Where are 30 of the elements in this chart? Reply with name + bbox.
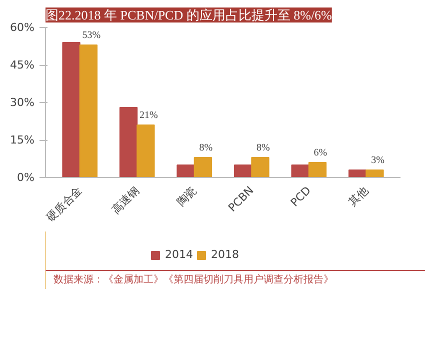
y-tick-label: 15%: [10, 134, 35, 146]
data-label: 8%: [256, 142, 270, 154]
y-tick-label: 45%: [10, 58, 35, 72]
data-label: 6%: [314, 148, 328, 158]
y-tick-label: 60%: [10, 21, 35, 34]
x-tick-label: 硬质合金: [44, 184, 84, 224]
bar: [62, 42, 80, 178]
bar: [194, 157, 212, 178]
source-note: 数据来源：《金属加工》《第四届切削刀具用户调查分析报告》: [54, 274, 334, 286]
data-label: 53%: [82, 30, 101, 41]
bar: [251, 157, 270, 178]
legend-label: 2014: [165, 248, 193, 261]
bar: [119, 107, 138, 178]
bar: [366, 170, 384, 178]
bar: [308, 162, 327, 178]
x-tick-label: 陶瓷: [174, 184, 199, 209]
bar: [176, 164, 195, 178]
bar: [136, 124, 155, 178]
x-tick-label: 高速钢: [109, 184, 142, 216]
y-tick-label: 30%: [10, 96, 35, 109]
x-tick-label: 其他: [346, 184, 371, 209]
data-label: 3%: [371, 155, 384, 166]
bar: [291, 164, 310, 178]
bar: [79, 44, 98, 178]
data-label: 21%: [140, 110, 158, 121]
bar: [234, 164, 252, 178]
legend-label: 2018: [211, 248, 239, 261]
data-label: 8%: [199, 142, 213, 154]
y-tick-label: 0%: [17, 171, 34, 184]
chart-title: 图22.2018 年 PCBN/PCD 的应用占比提升至 8%/6%: [46, 8, 332, 22]
